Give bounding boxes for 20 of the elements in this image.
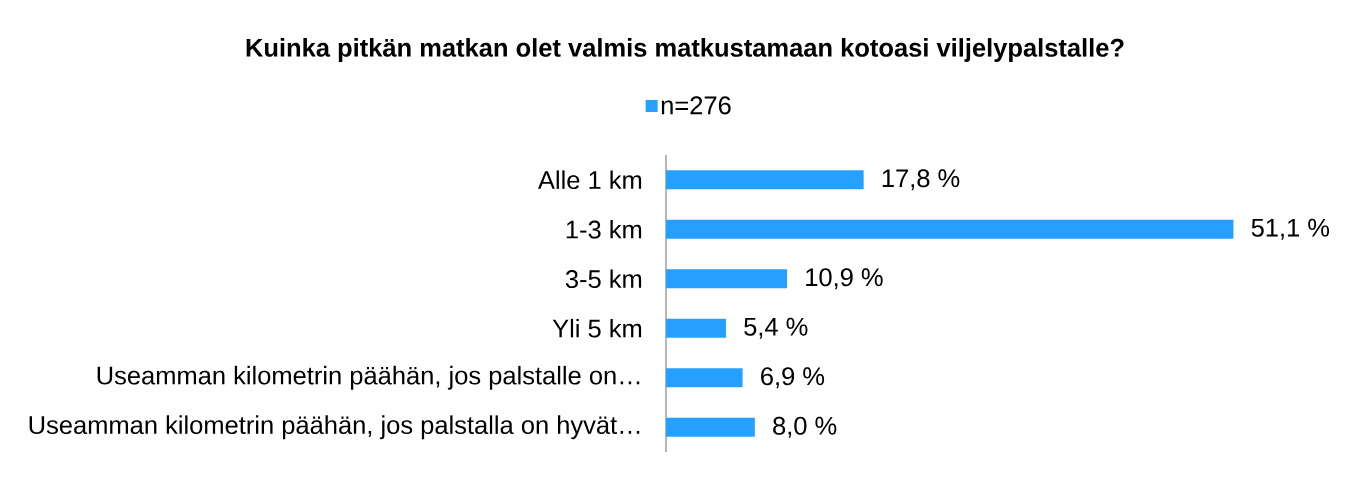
y-tick-label: 3-5 km <box>565 269 642 289</box>
data-label: 17,8 % <box>882 169 960 191</box>
bar <box>666 318 726 338</box>
bar <box>666 219 1234 239</box>
data-label: 6,9 % <box>761 367 825 389</box>
legend-label: n=276 <box>661 96 731 115</box>
data-label: 10,9 % <box>806 268 883 290</box>
y-tick-label: Yli 5 km <box>552 318 642 338</box>
y-tick-label: Useamman kilometrin päähän, jos palstalle on… <box>97 365 640 390</box>
chart-title: Kuinka pitkän matkan olet valmis matkustamaan kotoasi viljelypalstalle? <box>246 38 1124 62</box>
data-label: 51,1 % <box>1251 218 1330 240</box>
data-label: 5,4 % <box>744 317 808 339</box>
y-tick-label: Useamman kilometrin päähän, jos palstalla on hyvät… <box>29 415 640 440</box>
data-label: 8,0 % <box>773 416 837 438</box>
bar <box>666 368 743 388</box>
bar <box>666 269 788 289</box>
bar <box>666 170 864 190</box>
y-tick-label: 1-3 km <box>566 219 642 239</box>
bar <box>666 417 755 437</box>
y-tick-label: Alle 1 km <box>537 170 642 190</box>
